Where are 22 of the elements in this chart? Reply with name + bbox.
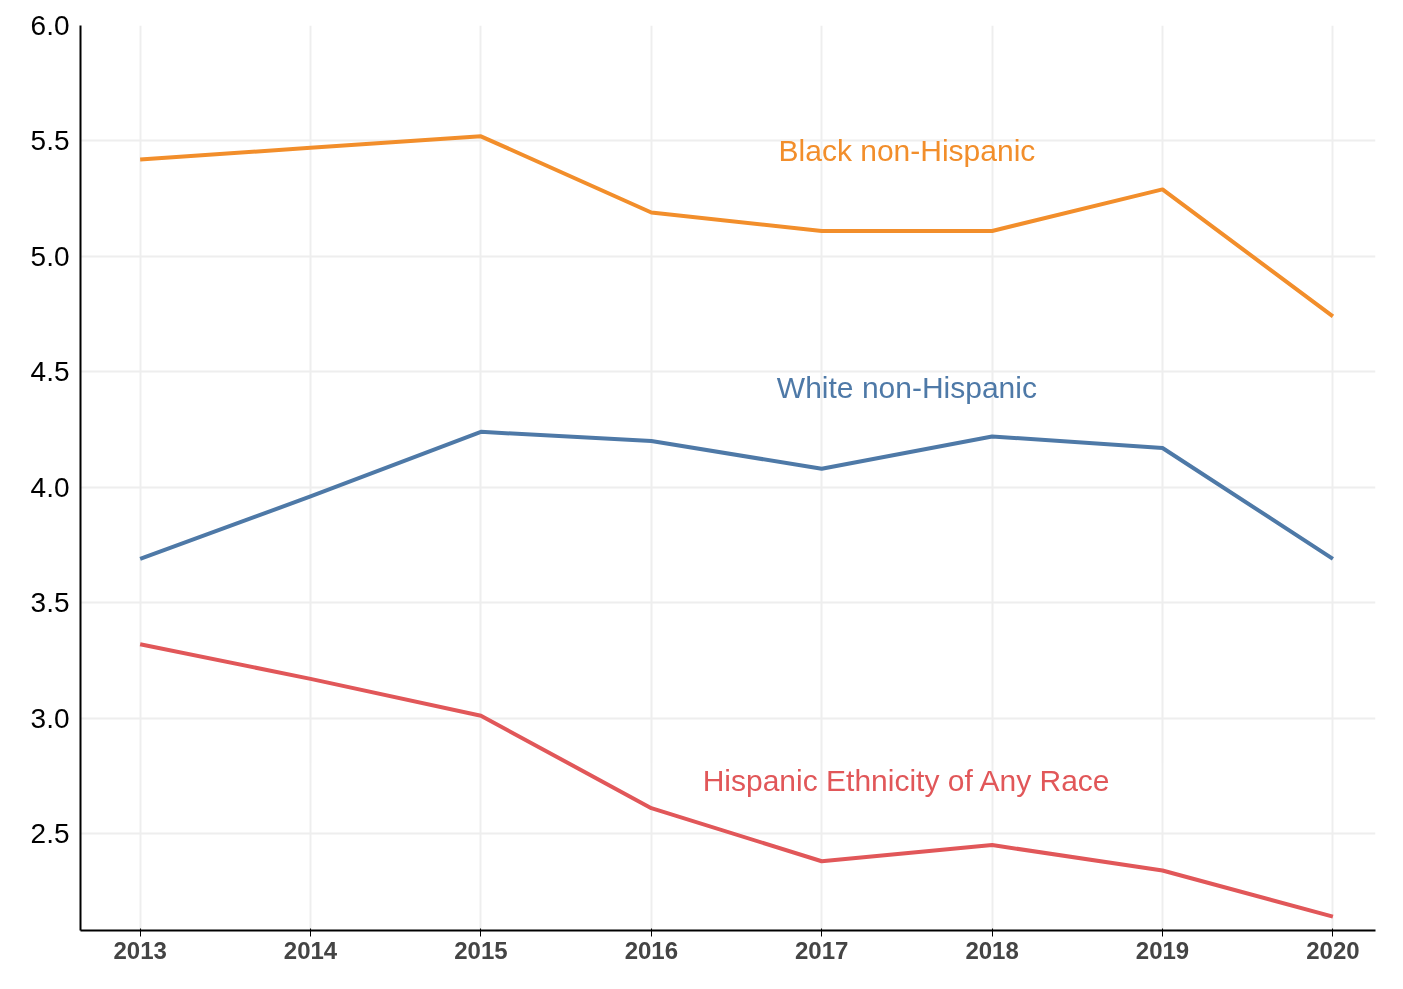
y-tick-label: 4.5 [30,356,70,388]
x-tick-label: 2015 [454,936,508,964]
line-series [138,429,1335,561]
x-tick-label: 2019 [1135,936,1190,964]
series-label: Hispanic Ethnicity of Any Race [702,763,1110,797]
x-tick-label: 2018 [965,936,1019,964]
line-series [138,642,1335,919]
y-tick-label: 3.5 [30,587,70,619]
x-tick-label: 2014 [283,936,338,964]
y-tick-label: 4.0 [30,471,70,503]
x-tick-label: 2017 [795,936,849,964]
y-tick-label: 5.5 [30,125,70,157]
x-tick-label: 2016 [624,936,679,964]
series-label: Black non-Hispanic [778,133,1036,167]
x-tick-label: 2020 [1306,936,1360,964]
y-tick-label: 2.5 [30,818,70,850]
y-tick-label: 3.0 [30,702,70,734]
x-tick-label: 2013 [113,936,167,964]
y-tick-label: 5.0 [30,240,70,272]
line-series [138,134,1335,319]
series-label: White non-Hispanic [776,371,1037,405]
y-tick-label: 6.0 [30,10,70,41]
